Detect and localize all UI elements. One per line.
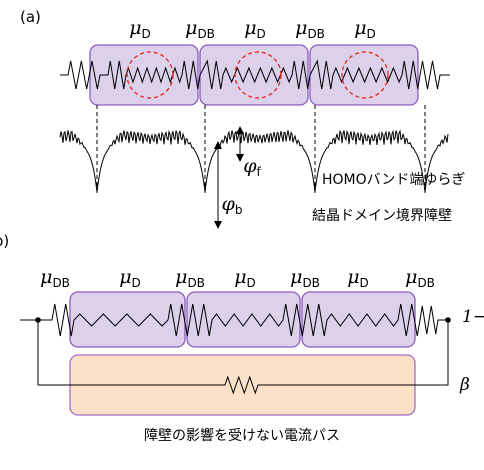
symbol-label: μDB [40, 266, 70, 290]
subscript: D [142, 27, 151, 41]
symbol: μ [405, 266, 417, 288]
symbol-label: μD [354, 17, 376, 41]
subscript: DB [302, 276, 319, 290]
domain-box [89, 44, 199, 106]
symbol: μ [129, 17, 141, 39]
domain-highlight [234, 51, 282, 99]
symbol-label: μDB [405, 266, 435, 290]
subscript: D [247, 276, 256, 290]
symbol-label: μD [119, 266, 141, 290]
subscript: D [367, 27, 376, 41]
symbol-label: μDB [185, 17, 215, 41]
symbol: μ [234, 266, 246, 288]
symbol: μ [40, 266, 52, 288]
branch-label: β [459, 375, 470, 395]
symbol: φ [222, 193, 236, 215]
symbol: μ [295, 17, 307, 39]
symbol: μ [119, 266, 131, 288]
node [35, 317, 41, 323]
subscript: f [257, 165, 262, 179]
subscript: D [360, 276, 369, 290]
node [445, 317, 451, 323]
subscript: DB [417, 276, 434, 290]
panel-label: (a) [20, 8, 41, 26]
symbol-label: φf [243, 155, 261, 179]
subscript: DB [187, 276, 204, 290]
symbol: μ [244, 17, 256, 39]
annotation: 結晶ドメイン境界障壁 [312, 208, 452, 224]
subscript: D [257, 27, 266, 41]
symbol-label: μD [244, 17, 266, 41]
symbol-label: μDB [175, 266, 205, 290]
symbol-label: μD [347, 266, 369, 290]
symbol: φ [243, 155, 257, 177]
subscript: b [235, 203, 243, 217]
caption: 障壁の影響を受けない電流パス [144, 427, 340, 444]
symbol: μ [347, 266, 359, 288]
branch-label: 1−β [462, 307, 484, 327]
subscript: D [132, 276, 141, 290]
symbol-label: μD [129, 17, 151, 41]
symbol-label: φb [222, 193, 243, 217]
symbol: μ [354, 17, 366, 39]
symbol-label: μDB [290, 266, 320, 290]
symbol: μ [290, 266, 302, 288]
symbol: μ [185, 17, 197, 39]
domain-highlight [341, 51, 389, 99]
symbol-label: μD [234, 266, 256, 290]
symbol-label: μDB [295, 17, 325, 41]
annotation: HOMOバンド端ゆらぎ [322, 172, 465, 188]
band-edge [59, 129, 449, 193]
symbol: μ [175, 266, 187, 288]
domain-box [186, 291, 301, 348]
domain-box [69, 291, 186, 348]
bypass-wire [37, 320, 449, 395]
panel-label: (b) [0, 232, 9, 250]
domain-highlight [126, 51, 174, 99]
resistor-chain [60, 59, 450, 90]
domain-box [301, 291, 416, 348]
resistor-chain [20, 303, 450, 337]
subscript: DB [197, 27, 214, 41]
subscript: DB [52, 276, 69, 290]
subscript: DB [307, 27, 324, 41]
